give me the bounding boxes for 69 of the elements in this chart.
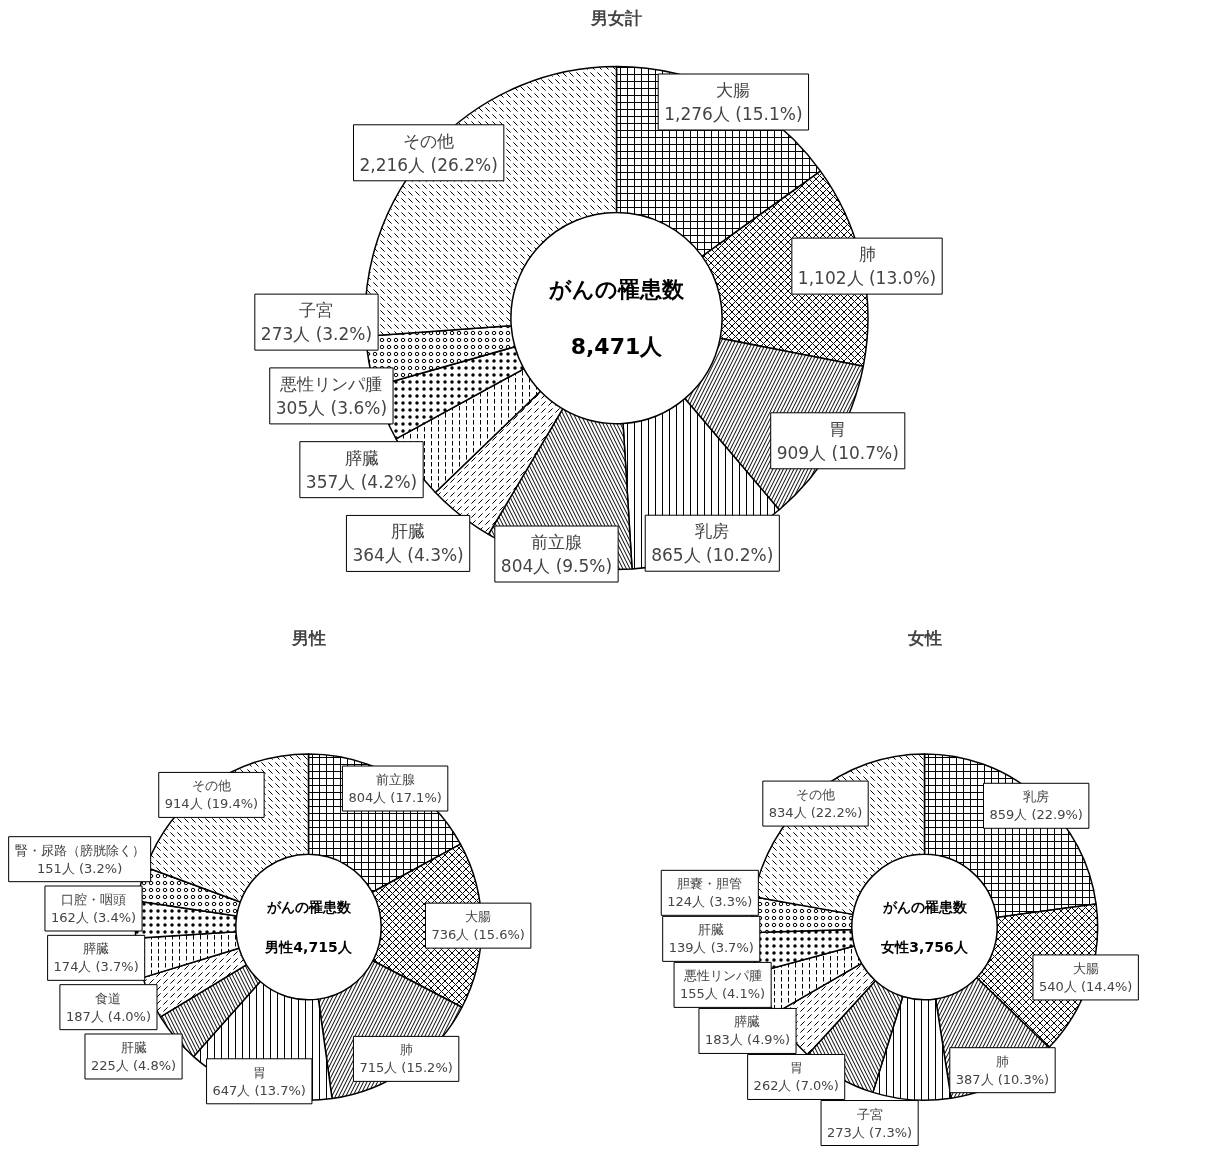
slice-label: 子宮	[856, 1106, 883, 1122]
slice-label: 胆嚢・胆管	[677, 876, 743, 892]
data-label: 225人 (4.8%)	[90, 1057, 177, 1073]
slice-label: 大腸	[716, 80, 751, 101]
data-label: 914人 (19.4%)	[164, 796, 259, 812]
data-label: 647人 (13.7%)	[212, 1082, 306, 1098]
data-label: 859人 (22.9%)	[989, 807, 1083, 823]
slice-label: 肺	[995, 1053, 1009, 1069]
slice-label: 悪性リンパ腫	[279, 373, 383, 394]
slice-label: 口腔・咽頭	[61, 892, 127, 908]
data-label: 273人 (7.3%)	[827, 1124, 913, 1140]
data-label: 2,216人 (26.2%)	[359, 154, 498, 175]
slice-label: 前立腺	[530, 532, 582, 553]
data-label: 540人 (14.4%)	[1038, 978, 1133, 994]
slice-label: 肝臓	[698, 922, 725, 938]
slice-label: 肝臓	[120, 1039, 147, 1055]
chart-title: 女性	[906, 627, 942, 648]
chart-title: 男女計	[590, 7, 642, 28]
slice-label: 膵臓	[344, 447, 379, 468]
data-label: 139人 (3.7%)	[668, 940, 754, 956]
data-label: 155人 (4.1%)	[680, 986, 766, 1002]
slice-label: 大腸	[465, 909, 492, 925]
text: がんの罹患数	[548, 277, 685, 302]
slice-label: 腎・尿路（膀胱除く）	[14, 842, 145, 858]
slice-label: その他	[191, 778, 231, 794]
text: 8,471人	[570, 334, 664, 360]
data-label: 804人 (17.1%)	[348, 790, 442, 806]
data-label: 364人 (4.3%)	[352, 545, 464, 566]
text: がんの罹患数	[881, 899, 968, 916]
text: 男性4,715人	[264, 938, 353, 955]
data-label: 124人 (3.3%)	[667, 894, 753, 910]
data-label: 715人 (15.2%)	[359, 1060, 453, 1076]
data-label: 174人 (3.7%)	[53, 959, 139, 975]
slice-label: 胃	[829, 418, 847, 439]
data-label: 909人 (10.7%)	[776, 442, 899, 463]
data-label: 187人 (4.0%)	[65, 1008, 152, 1024]
data-label: 736人 (15.6%)	[431, 927, 525, 943]
slice-label: 肝臓	[391, 521, 426, 542]
data-label: 305人 (3.6%)	[275, 397, 388, 418]
slice-label: 膵臓	[83, 941, 110, 957]
data-label: 865人 (10.2%)	[651, 545, 774, 566]
slice-label: 大腸	[1072, 960, 1099, 976]
data-label: 1,276人 (15.1%)	[664, 104, 803, 125]
slice-label: 肺	[858, 244, 876, 265]
data-label: 804人 (9.5%)	[500, 556, 613, 577]
data-label: 162人 (3.4%)	[50, 910, 137, 926]
text: がんの罹患数	[265, 899, 352, 916]
data-label: 357人 (4.2%)	[305, 471, 418, 492]
slice-label: 胃	[252, 1064, 266, 1080]
slice-label: 乳房	[695, 521, 730, 542]
data-label: 1,102人 (13.0%)	[797, 268, 937, 289]
data-label: 273人 (3.2%)	[260, 324, 373, 345]
slice-label: 乳房	[1023, 789, 1050, 805]
slice-label: 食道	[95, 990, 122, 1006]
slice-label: 子宮	[299, 300, 334, 321]
data-label: 151人 (3.2%)	[37, 860, 123, 876]
slice-label: 胃	[789, 1060, 803, 1076]
data-label: 183人 (4.9%)	[704, 1032, 791, 1048]
chart-title: 男性	[290, 627, 326, 648]
slice-label: 肺	[399, 1042, 413, 1058]
slice-label: 膵臓	[734, 1014, 761, 1030]
slice-label: その他	[796, 787, 835, 803]
text: 女性3,756人	[880, 938, 969, 955]
slice-label: その他	[403, 130, 455, 151]
slice-label: 悪性リンパ腫	[682, 968, 762, 984]
data-label: 387人 (10.3%)	[955, 1071, 1050, 1087]
slice-label: 前立腺	[375, 772, 415, 788]
data-label: 262人 (7.0%)	[753, 1078, 839, 1094]
data-label: 834人 (22.2%)	[768, 805, 863, 821]
